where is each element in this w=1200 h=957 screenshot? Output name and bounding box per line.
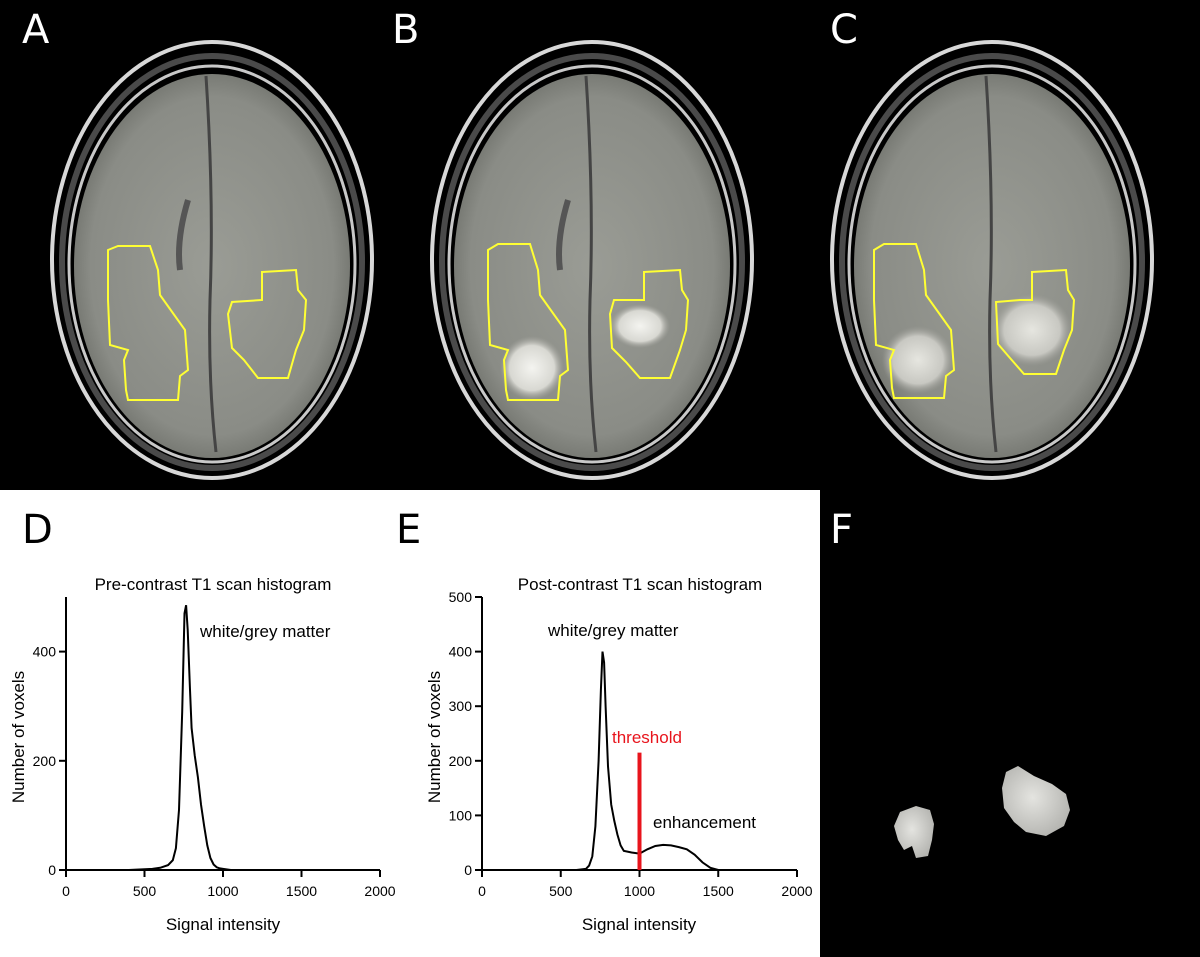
histogram-panel-d: Pre-contrast T1 scan histogram Signal in… [0,490,410,957]
skull-outer [50,40,374,480]
y-tick-label: 100 [449,807,473,823]
midline-fissure [984,75,998,453]
x-tick-label: 1000 [624,883,655,899]
x-tick-label: 1000 [207,883,238,899]
enhancement-right [992,294,1072,366]
x-tick-label: 1500 [286,883,317,899]
segmentation-panel-f: F [820,490,1200,957]
y-tick-label: 200 [33,753,57,769]
mri-scan-c [830,40,1154,480]
x-tick-label: 500 [133,883,157,899]
y-tick-label: 400 [449,644,473,660]
peak-annotation: white/grey matter [547,621,679,640]
enhancement-left [882,326,954,394]
x-axis-label: Signal intensity [582,915,697,934]
histogram-panel-e: Post-contrast T1 scan histogram Signal i… [396,490,820,957]
roi-outline-right [994,268,1076,375]
mri-scan-a [50,40,374,480]
enhancement-annotation: enhancement [653,813,756,832]
threshold-label: threshold [612,728,682,747]
x-tick-label: 0 [62,883,70,899]
enhancement-mask [894,766,1070,858]
chart-title: Pre-contrast T1 scan histogram [95,575,332,594]
mri-panel-c: C [800,0,1200,490]
y-tick-label: 300 [449,698,473,714]
enhancement-right [610,304,670,348]
skull-dark-band [439,53,745,471]
x-axis-label: Signal intensity [166,915,281,934]
ventricle [176,199,191,271]
mri-panel-b: B [392,0,800,490]
mri-scan-b [430,40,754,480]
panel-label-b: B [392,7,420,53]
skull-dark-band [59,53,365,471]
pre-contrast-histogram: Pre-contrast T1 scan histogram Signal in… [9,575,396,934]
y-tick-label: 0 [48,862,56,878]
panel-label-a: A [22,7,50,53]
skull-outer [430,40,754,480]
y-tick-label: 400 [33,644,57,660]
roi-outline-right [608,268,690,379]
ventricle [556,199,571,271]
enhancement-left [500,336,564,400]
x-tick-label: 2000 [364,883,395,899]
histogram-curve [482,651,797,871]
skull-inner [67,64,357,464]
mask-region-right [1002,766,1070,836]
roi-outline-left [873,243,956,399]
roi-outline-left [107,245,190,401]
midline-fissure [204,75,218,453]
histogram-curve [66,605,380,871]
post-contrast-histogram: Post-contrast T1 scan histogram Signal i… [425,575,813,934]
x-tick-label: 500 [549,883,573,899]
y-axis-label: Number of voxels [9,671,28,803]
chart-title: Post-contrast T1 scan histogram [518,575,762,594]
mask-region-left [894,806,934,858]
y-tick-label: 200 [449,753,473,769]
skull-dark-band [839,53,1145,471]
midline-fissure [584,75,598,453]
y-tick-label: 500 [449,589,473,605]
peak-annotation: white/grey matter [199,622,331,641]
x-tick-label: 0 [478,883,486,899]
panel-label-e: E [396,507,422,553]
x-tick-label: 2000 [781,883,812,899]
skull-inner [847,64,1137,464]
roi-outline-right [226,268,308,379]
panel-label-d: D [22,507,53,553]
panel-label-f: F [830,507,854,553]
mri-panel-a: A [0,0,400,490]
roi-outline-left [487,243,570,401]
skull-outer [830,40,1154,480]
skull-inner [447,64,737,464]
y-axis-label: Number of voxels [425,671,444,803]
y-tick-label: 0 [464,862,472,878]
panel-label-c: C [830,7,858,53]
x-tick-label: 1500 [703,883,734,899]
